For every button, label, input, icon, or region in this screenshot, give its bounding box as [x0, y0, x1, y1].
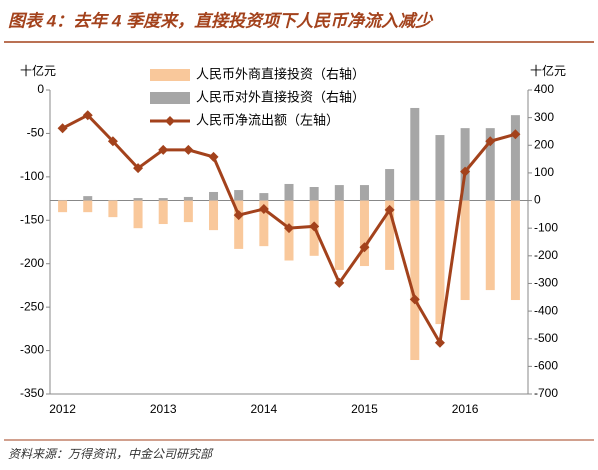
y2-tick-label: 300	[534, 110, 554, 124]
y2-tick-label: -200	[534, 248, 558, 262]
marker	[158, 144, 169, 155]
bar	[410, 107, 420, 201]
bar	[133, 200, 143, 229]
chart-title: 图表 4：去年 4 季度来，直接投资项下人民币净流入减少	[8, 11, 434, 30]
marker	[309, 221, 320, 232]
bar	[460, 200, 470, 301]
bar	[209, 200, 219, 231]
bar	[234, 190, 244, 201]
marker	[434, 337, 445, 348]
legend-swatch	[165, 116, 175, 126]
y-tick-label: -150	[20, 212, 44, 226]
y2-tick-label: -100	[534, 220, 558, 234]
bar	[133, 198, 143, 201]
bar	[234, 200, 244, 249]
bar	[359, 200, 369, 267]
bar	[158, 200, 168, 225]
bar	[485, 128, 495, 201]
y2-tick-label: 200	[534, 137, 554, 151]
bar	[158, 198, 168, 201]
bar	[58, 200, 68, 213]
y2-tick-label: -500	[534, 331, 558, 345]
y-tick-label: -300	[20, 343, 44, 357]
y-tick-label: -250	[20, 299, 44, 313]
y2-tick-label: -700	[534, 386, 558, 400]
y-tick-label: -50	[27, 126, 45, 140]
legend-swatch	[150, 92, 190, 104]
bar	[183, 196, 193, 201]
marker	[133, 163, 144, 174]
y2-tick-label: -600	[534, 359, 558, 373]
y-tick-label: -350	[20, 386, 44, 400]
y-tick-label: -100	[20, 169, 44, 183]
bar	[410, 200, 420, 361]
bar	[385, 200, 395, 270]
x-tick-label: 2012	[49, 402, 76, 416]
marker	[409, 294, 420, 305]
legend-swatch	[150, 69, 190, 81]
x-tick-label: 2016	[452, 402, 479, 416]
marker	[384, 204, 395, 215]
bar	[108, 199, 118, 201]
bar	[58, 199, 68, 201]
y2-tick-label: 400	[534, 82, 554, 96]
bar	[485, 200, 495, 291]
bar	[284, 183, 294, 201]
y2-tick-label: 100	[534, 165, 554, 179]
marker	[208, 151, 219, 162]
marker	[258, 203, 269, 214]
y-tick-label: 0	[37, 82, 44, 96]
bar	[510, 200, 520, 301]
bar	[435, 135, 445, 201]
x-tick-label: 2013	[150, 402, 177, 416]
marker	[359, 242, 370, 253]
marker	[284, 223, 294, 234]
bar	[108, 200, 118, 218]
bar	[209, 191, 219, 201]
marker	[57, 123, 68, 134]
marker	[183, 144, 194, 155]
bar	[83, 200, 93, 213]
bar	[359, 185, 369, 201]
legend-label: 人民币对外直接投资（右轴）	[196, 89, 365, 104]
bar	[334, 185, 344, 201]
legend-label: 人民币外商直接投资（右轴）	[196, 66, 365, 81]
y2-tick-label: -300	[534, 276, 558, 290]
bar	[259, 200, 269, 247]
y-axis-label: 十亿元	[20, 63, 56, 78]
bar	[510, 115, 520, 201]
bar	[183, 200, 193, 223]
legend-label: 人民币净流出额（左轴）	[196, 112, 339, 127]
bar	[309, 187, 319, 201]
marker	[460, 166, 471, 177]
source: 资料来源：万得资讯，中金公司研究部	[8, 447, 214, 461]
bar	[435, 200, 445, 325]
y2-axis-label: 十亿元	[530, 63, 566, 78]
bar	[83, 196, 93, 201]
marker	[82, 110, 93, 121]
x-tick-label: 2015	[351, 402, 378, 416]
marker	[334, 277, 345, 288]
bar	[259, 193, 269, 201]
bar	[385, 169, 395, 201]
bar	[460, 128, 470, 201]
y2-tick-label: 0	[534, 193, 541, 207]
marker	[510, 129, 521, 140]
x-tick-label: 2014	[250, 402, 277, 416]
marker	[107, 136, 118, 147]
marker	[233, 210, 244, 221]
bar	[334, 200, 344, 270]
marker	[485, 136, 496, 147]
y-tick-label: -200	[20, 256, 44, 270]
y2-tick-label: -400	[534, 303, 558, 317]
